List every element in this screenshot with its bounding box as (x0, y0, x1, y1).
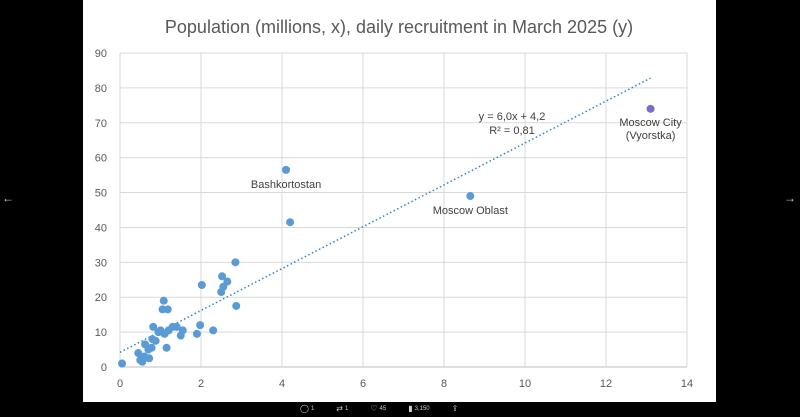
like-count: 45 (379, 406, 387, 412)
annotation-label: Moscow Oblast (433, 205, 508, 217)
y-tick-label: 40 (95, 222, 107, 234)
trendline-equation: y = 6,0x + 4,2 (479, 111, 546, 123)
data-point (149, 322, 158, 331)
data-point (192, 329, 201, 338)
data-point (159, 296, 168, 305)
data-point (282, 165, 291, 174)
reply-button[interactable]: ◯ 1 (300, 405, 314, 413)
annotation-label: Moscow City (619, 117, 682, 129)
annotation-label: (Vyorstka) (626, 130, 676, 142)
arrow-left-icon[interactable]: ← (2, 191, 14, 205)
data-points (118, 104, 655, 368)
scatter-chart: Population (millions, x), daily recruitm… (95, 17, 693, 390)
data-point (223, 277, 232, 286)
x-tick-label: 2 (198, 378, 204, 390)
data-point (209, 326, 218, 335)
trendline-r2: R² = 0,81 (489, 125, 535, 137)
views-count: 3,150 (414, 406, 430, 412)
y-tick-label: 90 (95, 48, 107, 60)
arrow-right-icon[interactable]: → (784, 191, 796, 205)
share-button[interactable]: ⇪ (452, 405, 461, 413)
data-point (196, 321, 205, 330)
y-tick-label: 10 (95, 327, 107, 339)
data-point (218, 272, 227, 281)
chart-title: Population (millions, x), daily recruitm… (165, 17, 633, 37)
reply-count: 1 (310, 406, 315, 412)
y-tick-label: 80 (95, 83, 107, 95)
comment-icon: ◯ (300, 404, 309, 413)
y-tick-label: 20 (95, 292, 107, 304)
annotations: Bashkortostan Moscow Oblast Moscow City(Vy… (251, 117, 682, 217)
repost-icon: ⇄ (336, 404, 343, 413)
data-point (145, 354, 154, 363)
data-point (232, 301, 241, 310)
x-tick-label: 12 (600, 378, 612, 390)
gridlines (120, 52, 688, 367)
x-tick-label: 10 (519, 378, 531, 390)
repost-count: 1 (345, 406, 349, 412)
bar-chart-icon: ▮ (408, 404, 413, 413)
heart-icon: ♡ (370, 404, 378, 413)
y-tick-label: 0 (101, 362, 107, 374)
x-tick-label: 14 (681, 378, 693, 390)
data-point (151, 336, 160, 345)
data-point (646, 104, 655, 113)
chart-slide: Population (millions, x), daily recruitm… (83, 0, 716, 402)
data-point (197, 281, 206, 290)
data-point (134, 349, 143, 358)
post-actions: ◯ 1 ⇄ 1 ♡ 45 ▮ 3,150 ⇪ (300, 403, 500, 415)
x-tick-labels: 0 2 4 6 8 10 12 14 (117, 378, 693, 390)
data-point (163, 305, 172, 314)
y-tick-label: 30 (95, 257, 107, 269)
like-button[interactable]: ♡ 45 (370, 405, 386, 413)
axes (119, 53, 687, 368)
data-point (162, 343, 171, 352)
data-point (466, 192, 475, 201)
annotation-label: Bashkortostan (251, 179, 321, 191)
data-point (178, 326, 187, 335)
y-tick-label: 50 (95, 188, 107, 200)
share-icon: ⇪ (451, 404, 459, 413)
x-tick-label: 6 (360, 378, 366, 390)
y-tick-label: 70 (95, 118, 107, 130)
data-point (231, 258, 240, 267)
y-tick-label: 60 (95, 153, 107, 165)
trendline (119, 77, 651, 354)
data-point (147, 343, 156, 352)
x-tick-label: 0 (117, 378, 123, 390)
views-button[interactable]: ▮ 3,150 (408, 405, 429, 413)
x-tick-label: 8 (441, 378, 447, 390)
data-point (172, 322, 181, 331)
data-point (286, 218, 295, 227)
x-tick-label: 4 (279, 378, 285, 390)
data-point (118, 359, 127, 368)
repost-button[interactable]: ⇄ 1 (336, 405, 348, 413)
y-tick-labels: 0 10 20 30 40 50 60 70 80 90 (95, 48, 107, 374)
